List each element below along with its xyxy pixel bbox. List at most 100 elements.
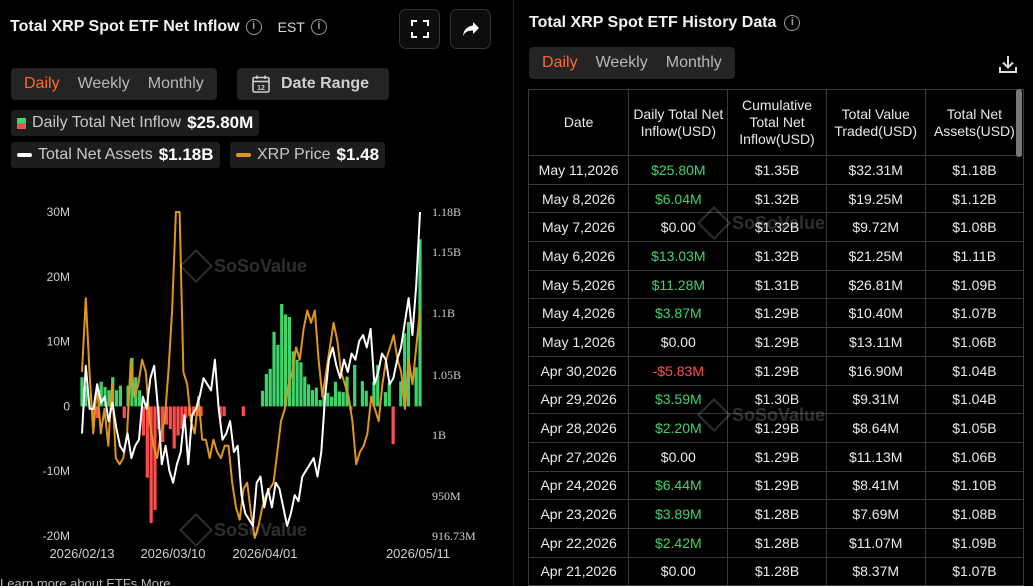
inflow-bar <box>372 381 376 407</box>
table-scrollbar[interactable] <box>1016 89 1022 157</box>
history-title: Total XRP Spot ETF History Data <box>529 14 777 31</box>
timezone-info-icon[interactable]: i <box>310 19 327 35</box>
inflow-bar <box>326 392 330 407</box>
inflow-bar <box>299 362 303 407</box>
y-right-tick-label: 1B <box>432 428 446 442</box>
tab-weekly[interactable]: Weekly <box>595 54 648 71</box>
inflow-bar <box>199 406 203 417</box>
table-row[interactable]: Apr 22,2026 $2.42M $1.28B $11.07M $1.09B <box>527 527 1025 558</box>
inflow-bar <box>138 390 142 407</box>
table-row[interactable]: Apr 29,2026 $3.59M $1.30B $9.31M $1.04B <box>527 384 1025 415</box>
cell-total-net-assets: $1.05B <box>924 413 1025 443</box>
tab-monthly[interactable]: Monthly <box>665 54 722 71</box>
cell-daily-net-inflow: $0.00 <box>628 212 729 243</box>
share-button[interactable] <box>450 9 491 49</box>
inflow-bar <box>184 406 188 419</box>
table-row[interactable]: Apr 24,2026 $6.44M $1.29B $8.41M $1.10B <box>527 470 1025 501</box>
column-date[interactable]: Date <box>527 89 630 156</box>
inflow-period-tabs: Daily Weekly Monthly <box>11 68 217 100</box>
inflow-bar <box>341 392 345 407</box>
table-row[interactable]: May 7,2026 $0.00 $1.32B $9.72M $1.08B <box>527 212 1025 243</box>
inflow-bar <box>268 368 272 407</box>
inflow-bar <box>241 406 245 417</box>
table-row[interactable]: Apr 21,2026 $0.00 $1.28B $8.37M $1.07B <box>527 556 1025 586</box>
cell-date: Apr 24,2026 <box>527 470 630 501</box>
table-row[interactable]: May 8,2026 $6.04M $1.32B $19.25M $1.12B <box>527 183 1025 214</box>
inflow-bar <box>291 351 295 407</box>
y-right-tick-label: 1.18B <box>432 205 461 219</box>
cell-total-net-assets: $1.06B <box>924 441 1025 472</box>
cell-daily-net-inflow: $0.00 <box>628 327 729 357</box>
cell-cumulative-net-inflow: $1.28B <box>727 556 827 586</box>
table-row[interactable]: May 5,2026 $11.28M $1.31B $26.81M $1.09B <box>527 269 1025 300</box>
cell-total-net-assets: $1.07B <box>924 298 1025 329</box>
cell-date: Apr 21,2026 <box>527 556 630 586</box>
table-row[interactable]: Apr 28,2026 $2.20M $1.29B $8.64M $1.05B <box>527 413 1025 443</box>
table-row[interactable]: Apr 23,2026 $3.89M $1.28B $7.69M $1.08B <box>527 499 1025 529</box>
inflow-bar <box>295 359 299 407</box>
cell-total-net-assets: $1.07B <box>924 556 1025 586</box>
net-inflow-chart[interactable]: 30M 20M 10M 0 -10M -20M 1.18B 1.15B 1.1B 1.05B 1B 9… <box>0 195 512 575</box>
x-tick-label: 2026/05/11 <box>386 546 450 561</box>
inflow-bar <box>80 377 84 407</box>
legend-daily-inflow[interactable]: Daily Total Net Inflow $25.80M <box>11 110 260 136</box>
y-right-tick-label: 1.05B <box>432 368 461 382</box>
inflow-bar <box>276 344 280 407</box>
cell-cumulative-net-inflow: $1.29B <box>727 355 827 386</box>
y-left-tick-label: -20M <box>43 529 70 543</box>
table-row[interactable]: May 4,2026 $3.87M $1.29B $10.40M $1.07B <box>527 298 1025 329</box>
info-icon[interactable]: i <box>245 19 262 35</box>
tab-daily[interactable]: Daily <box>542 54 578 71</box>
history-table-header: Date Daily Total Net Inflow(USD) Cumulat… <box>527 89 1025 156</box>
cell-total-net-assets: $1.08B <box>924 212 1025 243</box>
calendar-day-number: 12 <box>257 85 265 92</box>
cell-cumulative-net-inflow: $1.32B <box>727 241 827 271</box>
table-row[interactable]: Apr 27,2026 $0.00 $1.29B $11.13M $1.06B <box>527 441 1025 472</box>
net-inflow-chart-svg: 30M 20M 10M 0 -10M -20M 1.18B 1.15B 1.1B 1.05B 1B 9… <box>43 205 476 561</box>
footer-link[interactable]: Learn more about ETFs More <box>0 576 171 586</box>
inflow-bar <box>272 331 276 407</box>
calendar-icon: 12 <box>252 75 270 93</box>
y-right-tick-label: 916.73M <box>432 529 476 543</box>
inflow-bar <box>122 406 126 419</box>
table-row[interactable]: Apr 30,2026 -$5.83M $1.29B $16.90M $1.04B <box>527 355 1025 386</box>
net-inflow-panel: Total XRP Spot ETF Net Inflow i EST i Da… <box>0 0 512 586</box>
history-table-body: May 11,2026 $25.80M $1.35B $32.31M $1.18B May… <box>527 155 1025 586</box>
date-range-button[interactable]: 12 Date Range <box>237 68 389 100</box>
legend-assets-value: $1.18B <box>158 145 214 164</box>
column-total-net-assets[interactable]: Total Net Assets(USD) <box>924 89 1025 156</box>
cell-daily-net-inflow: $2.20M <box>628 413 729 443</box>
fullscreen-button[interactable] <box>399 9 440 49</box>
info-icon[interactable]: i <box>784 15 801 31</box>
inflow-bar <box>130 357 134 407</box>
cell-daily-net-inflow: $25.80M <box>628 155 729 185</box>
tab-monthly[interactable]: Monthly <box>147 75 204 92</box>
download-icon[interactable] <box>997 53 1019 75</box>
table-row[interactable]: May 11,2026 $25.80M $1.35B $32.31M $1.18B <box>527 155 1025 185</box>
inflow-bar <box>176 406 180 436</box>
inflow-bar <box>353 364 357 407</box>
cell-total-net-assets: $1.11B <box>924 241 1025 271</box>
inflow-bar <box>164 406 169 425</box>
legend-assets-label: Total Net Assets <box>38 146 153 163</box>
inflow-bar <box>303 376 307 407</box>
legend-xrp-price[interactable]: XRP Price $1.48 <box>230 142 386 168</box>
cell-total-value-traded: $10.40M <box>825 298 926 329</box>
table-row[interactable]: May 1,2026 $0.00 $1.29B $13.11M $1.06B <box>527 327 1025 357</box>
inflow-bar <box>403 333 407 407</box>
column-cumulative-net-inflow[interactable]: Cumulative Total Net Inflow(USD) <box>727 89 827 156</box>
inflow-bar <box>218 406 222 419</box>
column-total-value-traded[interactable]: Total Value Traded(USD) <box>825 89 926 156</box>
cell-total-value-traded: $13.11M <box>825 327 926 357</box>
y-left-tick-label: 30M <box>47 205 70 219</box>
cell-cumulative-net-inflow: $1.31B <box>727 269 827 300</box>
history-table: Date Daily Total Net Inflow(USD) Cumulat… <box>527 89 1025 586</box>
cell-total-value-traded: $16.90M <box>825 355 926 386</box>
tab-daily[interactable]: Daily <box>24 75 60 92</box>
assets-swatch-icon <box>17 153 32 157</box>
table-row[interactable]: May 6,2026 $13.03M $1.32B $21.25M $1.11B <box>527 241 1025 271</box>
tab-weekly[interactable]: Weekly <box>77 75 130 92</box>
inflow-bar <box>141 406 146 436</box>
column-daily-net-inflow[interactable]: Daily Total Net Inflow(USD) <box>628 89 729 156</box>
legend-total-net-assets[interactable]: Total Net Assets $1.18B <box>11 142 220 168</box>
